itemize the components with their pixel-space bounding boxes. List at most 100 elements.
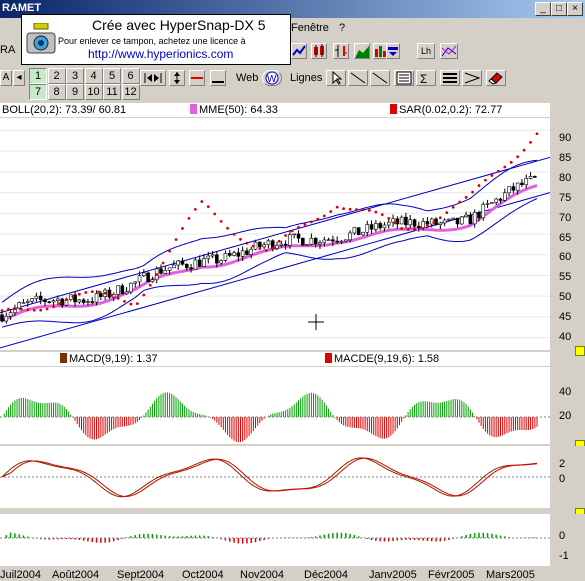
sar-dot <box>451 205 455 209</box>
sar-dot <box>464 195 468 199</box>
trendline-icon[interactable] <box>348 70 368 86</box>
price-candle <box>490 202 494 204</box>
stamp-url-link[interactable]: http://www.hyperionics.com <box>88 47 234 61</box>
maximize-button[interactable]: □ <box>551 2 567 16</box>
menu-help[interactable]: ? <box>339 22 346 34</box>
area-chart-icon[interactable] <box>354 43 370 59</box>
sar-dot <box>516 155 520 159</box>
macd-chart[interactable] <box>0 446 550 508</box>
bar-chart-icon[interactable] <box>333 43 349 59</box>
parallel-line-icon[interactable] <box>370 70 390 86</box>
period-button-9[interactable]: 9 <box>66 84 84 100</box>
price-tick: 55 <box>559 271 572 284</box>
arrow-left-icon[interactable]: ◂ <box>13 70 25 86</box>
price-candle <box>399 216 404 225</box>
price-candle <box>210 254 215 257</box>
scroll-icon[interactable] <box>140 70 166 86</box>
menu-fenetre[interactable]: Fenêtre <box>291 22 329 34</box>
period-button-4[interactable]: 4 <box>84 68 103 84</box>
price-candle <box>245 250 249 255</box>
oscillator-axis <box>550 367 585 444</box>
sar-dot <box>123 299 126 303</box>
sar-dot <box>496 169 500 173</box>
price-candle <box>189 267 193 270</box>
period-button-6[interactable]: 6 <box>121 68 140 84</box>
list-icon[interactable] <box>440 70 460 86</box>
price-candle <box>296 233 301 239</box>
price-chart[interactable] <box>0 118 550 350</box>
price-tick: 65 <box>559 231 572 244</box>
period-button-3[interactable]: 3 <box>66 68 84 84</box>
price-candle <box>395 218 400 225</box>
price-candle <box>318 242 322 245</box>
sigma-icon[interactable]: Σ <box>416 70 436 86</box>
price-candle <box>472 212 477 225</box>
histogram-panel[interactable] <box>0 514 550 566</box>
fan-icon[interactable] <box>462 70 482 86</box>
oscillator-chart[interactable] <box>0 367 550 444</box>
price-candle <box>21 302 26 304</box>
price-candle <box>412 219 417 227</box>
channel-upper-line <box>0 156 550 314</box>
oscillator-panel[interactable] <box>0 367 550 444</box>
price-candle <box>73 294 77 303</box>
sar-dot <box>155 273 159 276</box>
sar-dot <box>226 226 230 230</box>
symbol-field[interactable]: RA <box>0 44 16 56</box>
price-candle <box>502 192 507 201</box>
period-button-12[interactable]: 12 <box>121 84 140 100</box>
sar-dot <box>39 308 43 312</box>
underline-icon[interactable] <box>210 70 226 86</box>
price-candle <box>133 281 138 284</box>
macd-panel[interactable] <box>0 446 550 508</box>
sar-dot <box>168 249 171 253</box>
text-box-icon[interactable] <box>394 70 414 86</box>
eraser-icon[interactable] <box>486 70 506 86</box>
histogram-axis <box>550 514 585 566</box>
bollinger-upper-band <box>1 159 538 303</box>
period-button-1[interactable]: 1 <box>29 68 47 84</box>
minimize-button[interactable]: _ <box>535 2 551 16</box>
price-candle <box>227 253 232 256</box>
period-button-11[interactable]: 11 <box>103 84 121 100</box>
date-tick: Sept2004 <box>117 569 165 581</box>
period-button-8[interactable]: 8 <box>47 84 66 100</box>
period-button-7[interactable]: 7 <box>29 84 47 100</box>
price-scroll-marker[interactable] <box>575 346 585 356</box>
histogram-chart[interactable] <box>0 514 550 566</box>
period-button-5[interactable]: 5 <box>103 68 121 84</box>
volume-icon[interactable] <box>373 43 389 59</box>
chart-type-dropdown-icon[interactable] <box>386 43 400 59</box>
zoom-vertical-icon[interactable] <box>169 70 185 86</box>
web-icon[interactable]: W <box>262 70 282 86</box>
price-legend-strip <box>0 103 550 117</box>
period-button-2[interactable]: 2 <box>47 68 66 84</box>
sar-dot <box>400 226 404 230</box>
price-candle <box>107 289 112 298</box>
sar-dot <box>245 241 249 245</box>
lh-button[interactable]: Lh <box>417 43 435 59</box>
price-candle <box>202 258 206 267</box>
sar-dot <box>90 290 94 294</box>
pointer-icon[interactable] <box>326 70 346 86</box>
price-candle <box>335 240 339 243</box>
price-chart-panel[interactable] <box>0 118 550 350</box>
price-candle <box>494 198 498 203</box>
sar-dot <box>413 227 416 231</box>
sar-dot <box>52 305 55 309</box>
price-candle <box>232 252 236 256</box>
mme-legend-text: MME(50): 64.33 <box>199 104 278 116</box>
price-candle <box>167 267 172 271</box>
candlestick-icon[interactable] <box>311 43 327 59</box>
close-button[interactable]: × <box>567 2 583 16</box>
period-button-10[interactable]: 10 <box>84 84 103 100</box>
trend-icon[interactable] <box>440 43 458 59</box>
sar-dot <box>432 220 436 224</box>
date-tick: Déc2004 <box>304 569 349 581</box>
cursor-a-button[interactable]: A <box>0 70 12 86</box>
line-chart-icon[interactable] <box>291 43 307 59</box>
horizontal-line-icon[interactable] <box>189 70 205 86</box>
price-axis <box>550 118 585 350</box>
price-candle <box>176 260 180 266</box>
price-candle <box>533 176 537 178</box>
